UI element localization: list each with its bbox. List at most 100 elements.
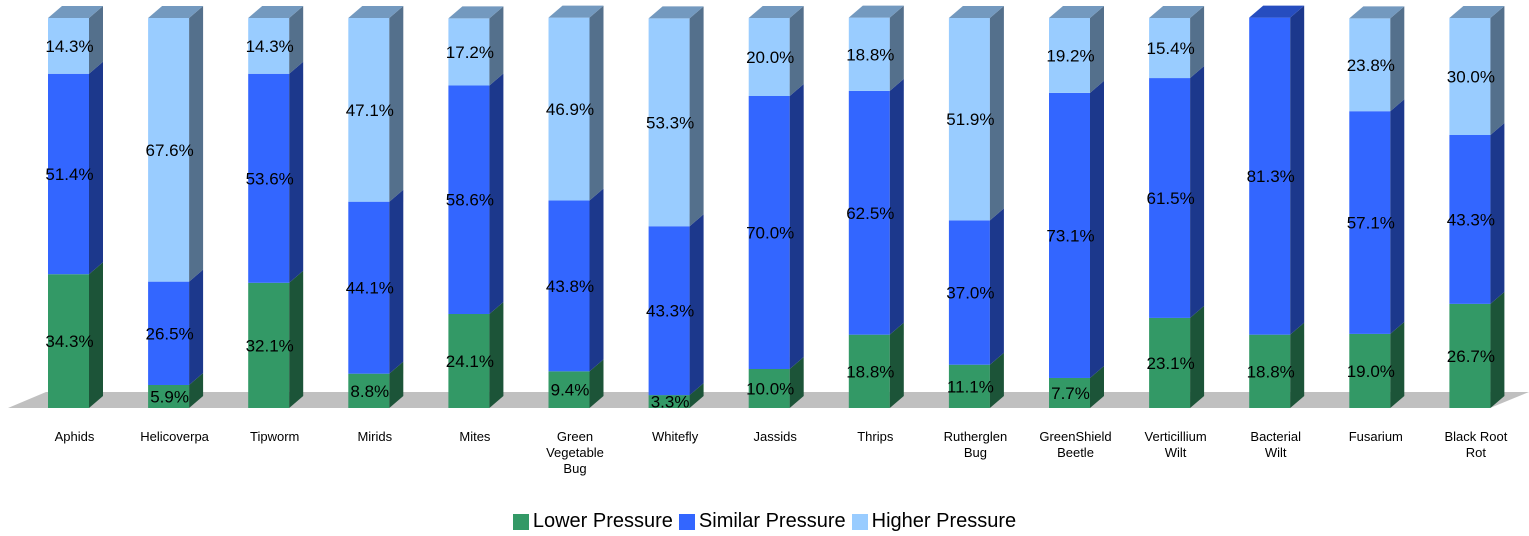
bar-side-verticillium-wilt-similar-pressure [1190, 66, 1205, 318]
data-label-black-root-rot-higher-pressure: 30.0% [1447, 68, 1495, 87]
bar-greenshield-beetle-lower-pressure [1049, 377, 1090, 408]
bar-side-fusarium-higher-pressure [1390, 6, 1405, 112]
bar-thrips-similar-pressure [848, 90, 890, 335]
data-label-thrips-higher-pressure: 18.8% [846, 45, 894, 64]
data-label-black-root-rot-lower-pressure: 26.7% [1447, 347, 1495, 366]
data-label-greenshield-beetle-lower-pressure: 7.7% [1051, 384, 1090, 403]
bar-mites-similar-pressure [448, 85, 490, 315]
x-tick-label-thrips: Thrips [857, 429, 894, 444]
legend-swatch-lower-pressure [512, 513, 529, 530]
bar-aphids-higher-pressure [48, 18, 89, 74]
x-tick-label-tipworm: Tipworm [250, 429, 299, 444]
bar-side-whitefly-lower-pressure [689, 383, 704, 408]
bar-top-bacterial-wilt [1249, 5, 1305, 18]
x-tick-label-green-vegetable-bug: Green Vegetable Bug [546, 429, 604, 476]
x-tick-label-line-greenshield-beetle-1: Beetle [1057, 445, 1094, 460]
bar-top-helicoverpa [148, 6, 204, 18]
bar-side-jassids-higher-pressure [789, 6, 804, 96]
bar-side-black-root-rot-lower-pressure [1490, 291, 1505, 408]
bar-side-mirids-higher-pressure [389, 6, 404, 202]
data-label-bacterial-wilt-similar-pressure: 81.3% [1247, 167, 1295, 186]
data-label-black-root-rot-similar-pressure: 43.3% [1447, 210, 1495, 229]
x-tick-label-verticillium-wilt: Verticillium Wilt [1145, 429, 1207, 460]
bar-side-tipworm-higher-pressure [289, 6, 304, 74]
bar-side-green-vegetable-bug-similar-pressure [589, 188, 604, 372]
bar-top-greenshield-beetle [1049, 6, 1104, 18]
bar-tipworm-higher-pressure [248, 18, 290, 74]
bar-side-whitefly-higher-pressure [689, 6, 704, 227]
bar-thrips-lower-pressure [848, 334, 890, 408]
x-tick-label-line-verticillium-wilt-0: Verticillium [1145, 429, 1207, 444]
bar-side-verticillium-wilt-higher-pressure [1190, 6, 1205, 79]
bar-top-tipworm [248, 6, 304, 18]
x-tick-label-line-green-vegetable-bug-0: Green [557, 429, 593, 444]
x-tick-label-line-bacterial-wilt-0: Bacterial [1250, 429, 1301, 444]
data-label-mites-higher-pressure: 17.2% [446, 43, 494, 62]
data-label-jassids-similar-pressure: 70.0% [746, 224, 794, 243]
bar-top-aphids [48, 6, 103, 18]
bar-mites-lower-pressure [448, 314, 490, 408]
bar-jassids-higher-pressure [748, 18, 790, 96]
bar-side-thrips-similar-pressure [889, 78, 904, 335]
data-label-jassids-higher-pressure: 20.0% [746, 48, 794, 67]
data-label-whitefly-lower-pressure: 3.3% [651, 393, 690, 412]
bar-top-verticillium-wilt [1149, 6, 1205, 18]
data-label-verticillium-wilt-higher-pressure: 15.4% [1146, 39, 1194, 58]
bar-jassids-similar-pressure [748, 96, 790, 369]
bar-mirids-higher-pressure [348, 18, 390, 202]
bar-black-root-rot-lower-pressure [1449, 303, 1491, 408]
data-label-thrips-lower-pressure: 18.8% [846, 362, 894, 381]
bar-greenshield-beetle-higher-pressure [1049, 18, 1090, 93]
bar-whitefly-lower-pressure [648, 395, 690, 408]
bar-side-whitefly-similar-pressure [689, 214, 704, 396]
bar-top-mirids [348, 6, 404, 18]
bar-side-rutherglen-bug-higher-pressure [989, 6, 1004, 221]
bar-side-fusarium-lower-pressure [1390, 321, 1405, 408]
data-label-fusarium-higher-pressure: 23.8% [1347, 56, 1395, 75]
bar-verticillium-wilt-higher-pressure [1149, 18, 1191, 79]
bar-top-green-vegetable-bug [548, 5, 604, 18]
bar-fusarium-higher-pressure [1349, 18, 1391, 112]
x-tick-label-greenshield-beetle: GreenShield Beetle [1039, 429, 1111, 460]
bar-side-aphids-higher-pressure [89, 6, 103, 74]
bar-side-greenshield-beetle-similar-pressure [1090, 80, 1104, 378]
x-tick-label-line-mites-0: Mites [459, 429, 491, 444]
bar-side-mirids-lower-pressure [389, 361, 404, 408]
bar-fusarium-similar-pressure [1349, 111, 1391, 334]
data-label-tipworm-higher-pressure: 14.3% [246, 37, 294, 56]
legend-item-lower-pressure: Lower Pressure [512, 510, 673, 533]
legend-label-higher-pressure: Higher Pressure [871, 510, 1017, 532]
bar-jassids-lower-pressure [748, 369, 790, 408]
x-tick-label-bacterial-wilt: Bacterial Wilt [1250, 429, 1301, 460]
bar-side-verticillium-wilt-lower-pressure [1190, 305, 1205, 408]
x-tick-label-line-rutherglen-bug-0: Rutherglen [944, 429, 1008, 444]
x-tick-label-rutherglen-bug: Rutherglen Bug [944, 429, 1008, 460]
bar-top-rutherglen-bug [948, 6, 1004, 18]
bar-side-green-vegetable-bug-higher-pressure [589, 5, 604, 201]
data-label-verticillium-wilt-similar-pressure: 61.5% [1146, 189, 1194, 208]
data-label-aphids-lower-pressure: 34.3% [45, 332, 93, 351]
x-tick-label-line-black-root-rot-1: Rot [1466, 445, 1487, 460]
bar-helicoverpa-higher-pressure [148, 18, 190, 282]
bar-green-vegetable-bug-similar-pressure [548, 200, 590, 372]
bar-whitefly-similar-pressure [648, 226, 690, 396]
bar-side-bacterial-wilt-lower-pressure [1290, 322, 1305, 408]
data-label-tipworm-lower-pressure: 32.1% [246, 336, 294, 355]
legend-item-higher-pressure: Higher Pressure [851, 510, 1017, 533]
data-label-tipworm-similar-pressure: 53.6% [246, 169, 294, 188]
bar-top-fusarium [1349, 6, 1405, 19]
x-tick-label-line-green-vegetable-bug-1: Vegetable [546, 445, 604, 460]
bar-rutherglen-bug-similar-pressure [948, 220, 990, 365]
bar-mirids-lower-pressure [348, 373, 390, 408]
bar-side-helicoverpa-higher-pressure [189, 6, 204, 282]
bar-side-rutherglen-bug-lower-pressure [989, 352, 1004, 408]
bar-black-root-rot-similar-pressure [1449, 135, 1491, 304]
bar-tipworm-lower-pressure [248, 282, 290, 408]
x-tick-label-whitefly: Whitefly [652, 429, 699, 444]
bar-verticillium-wilt-lower-pressure [1149, 317, 1191, 408]
data-label-whitefly-higher-pressure: 53.3% [646, 113, 694, 132]
bar-top-mites [448, 6, 504, 19]
bar-rutherglen-bug-lower-pressure [948, 364, 990, 408]
bar-side-greenshield-beetle-lower-pressure [1090, 365, 1104, 408]
x-tick-label-aphids: Aphids [55, 429, 95, 444]
